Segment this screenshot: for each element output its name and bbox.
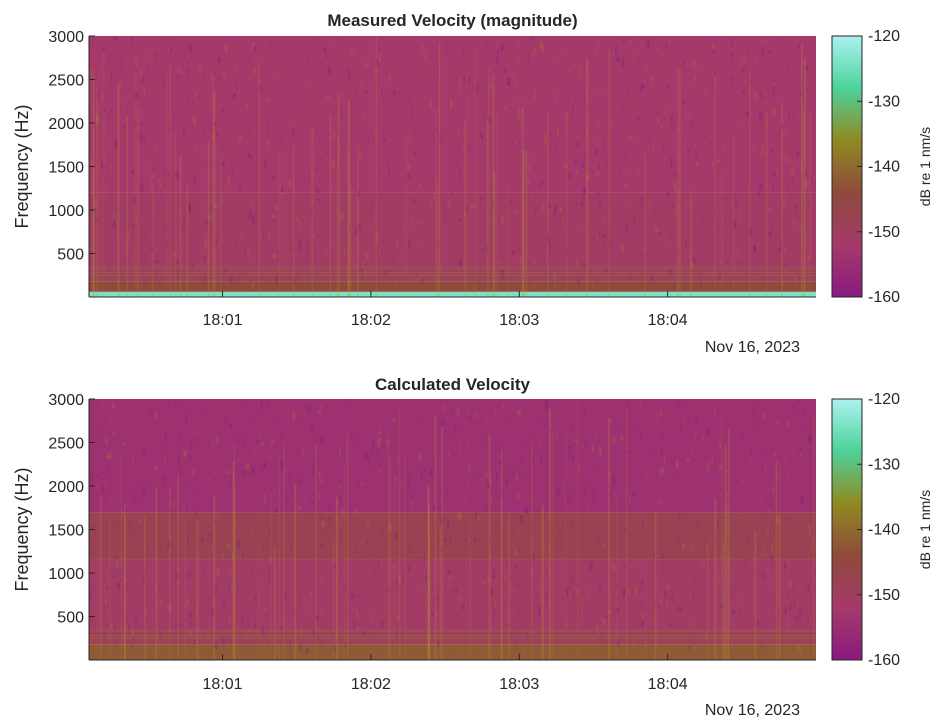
colorbar-label: dB re 1 nm/s [917, 127, 933, 206]
colorbar-tick-label: -160 [868, 652, 900, 669]
colorbar-tick-label: -150 [868, 587, 900, 604]
x-tick-label: 18:03 [499, 312, 539, 329]
spectrogram-band [89, 291, 816, 297]
spectrogram-band [89, 629, 816, 645]
colorbar-tick-label: -150 [868, 224, 900, 241]
spectrogram-band [89, 512, 816, 560]
x-tick-label: 18:02 [351, 312, 391, 329]
y-tick-label: 1000 [48, 203, 84, 220]
colorbar-tick-label: -160 [868, 289, 900, 306]
y-tick-label: 3000 [48, 29, 84, 46]
x-tick-label: 18:04 [648, 312, 688, 329]
colorbar-tick-label: -120 [868, 391, 900, 408]
y-tick-label: 1500 [48, 160, 84, 177]
x-tick-label: 18:01 [203, 676, 243, 693]
date-label: Nov 16, 2023 [705, 339, 800, 356]
spectrogram-band [89, 399, 816, 513]
y-tick-label: 2000 [48, 116, 84, 133]
colorbar-tick-label: -130 [868, 456, 900, 473]
x-tick-label: 18:01 [203, 312, 243, 329]
y-tick-label: 500 [57, 247, 84, 264]
date-label: Nov 16, 2023 [705, 702, 800, 719]
colorbar: -120 -130 -140 -150 -160 dB re 1 nm/s [831, 28, 933, 306]
colorbar-tick-label: -140 [868, 159, 900, 176]
chart-title: Measured Velocity (magnitude) [327, 11, 577, 30]
y-tick-label: 500 [57, 610, 84, 627]
spectrogram-panel-2: 500 1000 1500 2000 2500 3000 18:01 18:02 18:03 18… [12, 375, 933, 719]
colorbar-tick-label: -120 [868, 28, 900, 45]
spectrogram-band [89, 644, 816, 660]
spectrogram-image [89, 399, 816, 660]
y-tick-label: 2500 [48, 73, 84, 90]
colorbar-tick-label: -140 [868, 522, 900, 539]
colorbar-tick-label: -130 [868, 93, 900, 110]
colorbar-label: dB re 1 nm/s [917, 490, 933, 569]
spectrogram-band [89, 36, 816, 193]
spectrogram-panel-1: 500 1000 1500 2000 2500 3000 18:01 18:02 18:03 18… [12, 11, 933, 356]
x-tick-label: 18:03 [499, 676, 539, 693]
y-axis-label: Frequency (Hz) [12, 467, 32, 591]
spectrogram-band [89, 281, 816, 292]
spectrogram-band [89, 192, 816, 267]
y-tick-label: 3000 [48, 392, 84, 409]
colorbar: -120 -130 -140 -150 -160 dB re 1 nm/s [831, 391, 933, 669]
x-tick-label: 18:02 [351, 676, 391, 693]
chart-title: Calculated Velocity [375, 375, 530, 394]
x-tick-label: 18:04 [648, 676, 688, 693]
y-tick-label: 1000 [48, 566, 84, 583]
spectrogram-band [89, 266, 816, 282]
spectrogram-image [89, 36, 816, 297]
y-tick-label: 1500 [48, 523, 84, 540]
spectrogram-band [89, 559, 816, 630]
y-axis-label: Frequency (Hz) [12, 104, 32, 228]
y-tick-label: 2500 [48, 436, 84, 453]
y-tick-label: 2000 [48, 479, 84, 496]
